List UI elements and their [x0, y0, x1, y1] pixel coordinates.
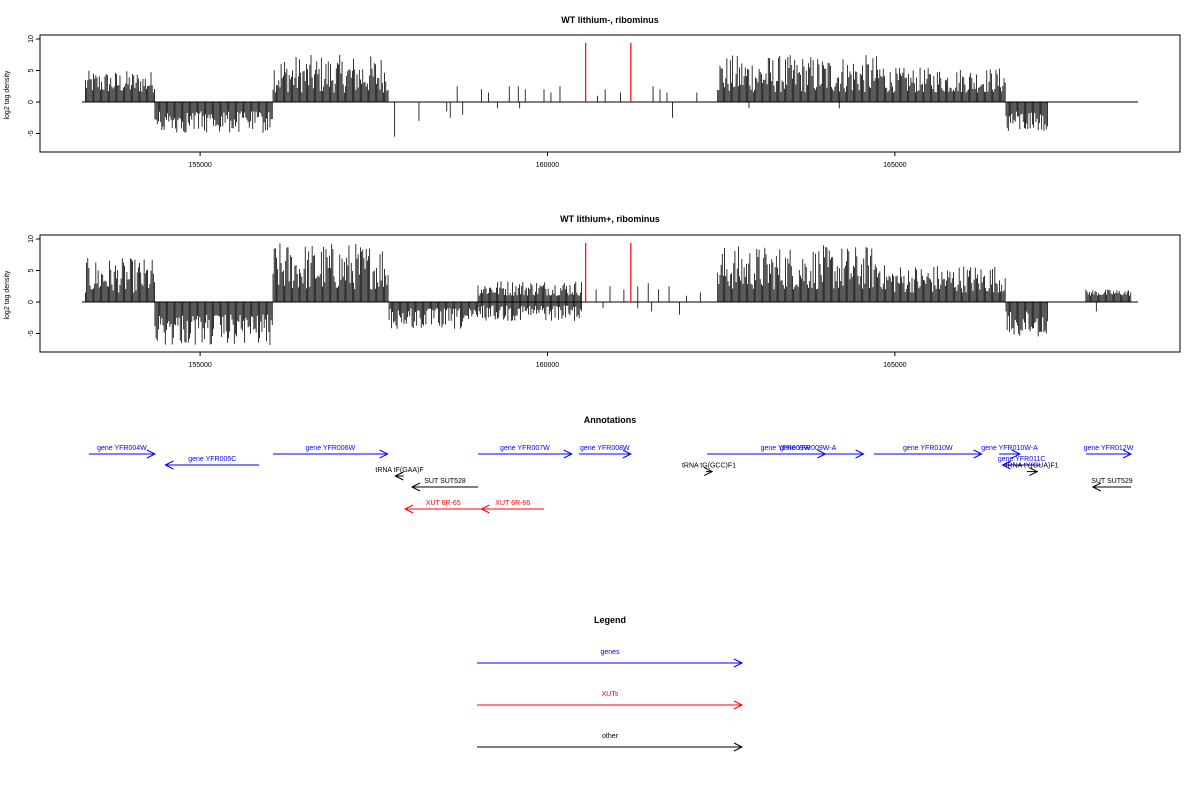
signal-bars: [82, 43, 1138, 137]
arrow-head: [973, 449, 983, 459]
arrow-head: [733, 700, 744, 710]
y-tick-label: -5: [28, 130, 35, 136]
arrow-head: [855, 449, 865, 459]
y-tick-label: 5: [28, 268, 35, 272]
arrow-head: [733, 742, 744, 752]
x-tick-label: 160000: [536, 362, 559, 369]
arrow-head: [1011, 449, 1022, 459]
arrow-head: [146, 449, 157, 459]
feature-label: tRNA tG(GCC)F1: [682, 463, 736, 470]
feature-label: tRNA tY(GUA)F1: [1006, 463, 1059, 470]
y-tick-label: -5: [28, 330, 35, 336]
legend: Legend genes XUTs other: [477, 615, 744, 752]
feature-label: tRNA tF(GAA)F: [375, 467, 423, 474]
feature-label: SUT SUT528: [424, 478, 466, 485]
y-tick-label: 0: [28, 300, 35, 304]
feature-label: gene YFR007W: [500, 445, 550, 452]
feature-label: gene YFR012W: [1084, 445, 1134, 452]
plot-frame: [39, 34, 1181, 153]
feature-label: gene YFR005C: [188, 456, 236, 463]
arrow-head: [379, 449, 389, 459]
panel-title: WT lithium-, ribominus: [561, 15, 659, 25]
panel-title: WT lithium+, ribominus: [560, 214, 660, 224]
arrow-head: [480, 504, 490, 514]
y-tick-label: 0: [28, 100, 35, 104]
feature-label: gene YFR004W: [97, 445, 147, 452]
y-axis-label: log2 tag density: [4, 270, 11, 320]
feature-label: gene YFR006W: [306, 445, 356, 452]
legend-label: genes: [600, 649, 620, 656]
x-tick-label: 165000: [883, 362, 906, 369]
arrow-head: [403, 504, 414, 514]
feature-label: gene YFR011C: [998, 456, 1046, 463]
arrow-head: [733, 658, 744, 668]
axes: -5 0 5 10 155000 160000 165000: [28, 35, 907, 169]
arrow-head: [817, 449, 827, 459]
y-tick-label: 5: [28, 68, 35, 72]
feature-label: gene YFR010W: [903, 445, 953, 452]
feature-label: gene YFR008W: [580, 445, 630, 452]
feature-label: gene YFR009W-A: [780, 445, 837, 452]
arrow-head: [1001, 460, 1011, 470]
axes: -5 0 5 10 155000 160000 165000: [28, 235, 907, 369]
feature-label: SUT SUT529: [1091, 478, 1133, 485]
y-tick-label: 10: [28, 235, 35, 243]
arrow-head: [394, 471, 404, 481]
legend-label: XUTs: [602, 691, 619, 698]
legend-label: other: [602, 733, 619, 740]
legend-items: genes XUTs other: [477, 649, 744, 752]
track-panel-lithium-plus: WT lithium+, ribominus log2 tag density …: [4, 214, 1181, 369]
arrow-head: [703, 467, 714, 477]
feature-label: gene YFR010W-A: [981, 445, 1038, 452]
track-panel-lithium-minus: WT lithium-, ribominus log2 tag density …: [4, 15, 1181, 169]
x-tick-label: 155000: [188, 162, 211, 169]
arrow-head: [1122, 449, 1133, 459]
arrow-head: [563, 449, 573, 459]
y-axis-label: log2 tag density: [4, 70, 11, 120]
legend-title: Legend: [594, 615, 626, 625]
signal-bars: [82, 243, 1138, 345]
x-tick-label: 155000: [188, 362, 211, 369]
arrow-head: [410, 482, 421, 492]
feature-label: XUT 6R-65: [426, 500, 461, 507]
feature-label: gene YFR009W: [761, 445, 811, 452]
x-tick-label: 165000: [883, 162, 906, 169]
arrow-head: [164, 460, 174, 470]
feature-arrows: gene YFR004W gene YFR005C gene YFR006W gene…: [88, 445, 1134, 514]
arrow-head: [622, 449, 632, 459]
annotations-title: Annotations: [584, 415, 637, 425]
y-tick-label: 10: [28, 35, 35, 43]
arrow-head: [1091, 482, 1102, 492]
x-tick-label: 160000: [536, 162, 559, 169]
feature-label: XUT 6R-66: [495, 500, 530, 507]
arrow-head: [1029, 467, 1039, 477]
